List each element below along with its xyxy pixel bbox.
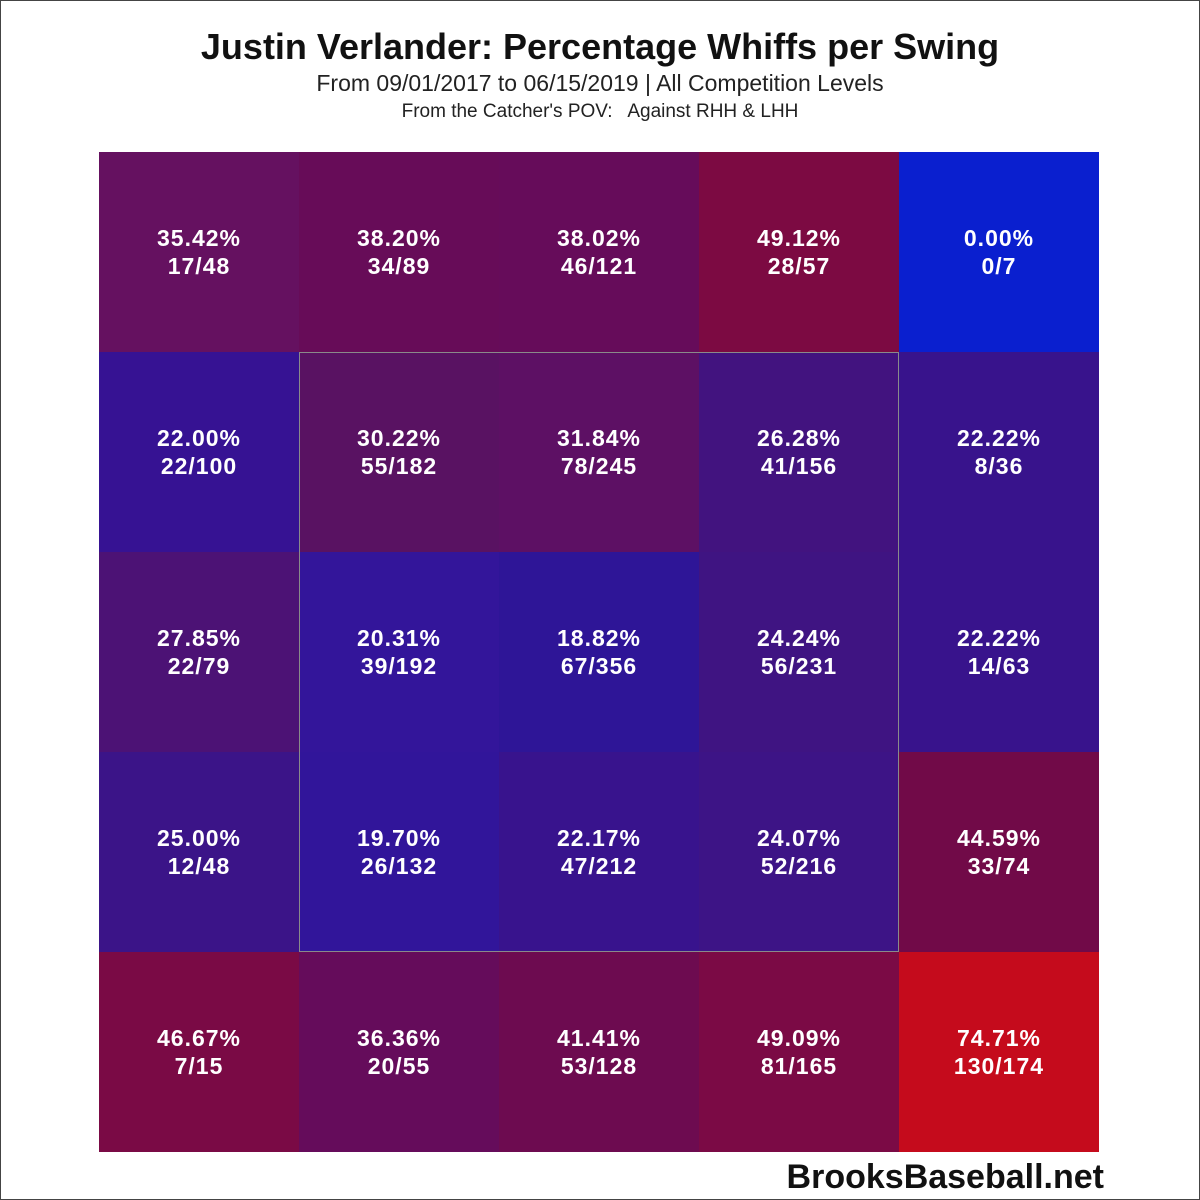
cell-percentage-label: 19.70%	[356, 825, 441, 851]
cell-percentage-label: 0.00%	[963, 225, 1035, 251]
heatmap-cell: 49.12% 28/57	[699, 152, 899, 352]
cell-count-label: 34/89	[367, 253, 431, 279]
cell-count-label: 52/216	[760, 853, 838, 879]
cell-percentage-label: 27.85%	[156, 625, 241, 651]
heatmap-cell: 26.28% 41/156	[699, 352, 899, 552]
cell-count-label: 46/121	[560, 253, 638, 279]
cell-count-label: 81/165	[760, 1053, 838, 1079]
cell-percentage-label: 31.84%	[556, 425, 641, 451]
cell-count-label: 41/156	[760, 453, 838, 479]
heatmap-cell: 30.22% 55/182	[299, 352, 499, 552]
heatmap-cell: 74.71% 130/174	[899, 952, 1099, 1152]
cell-percentage-label: 22.22%	[956, 425, 1041, 451]
cell-percentage-label: 38.02%	[556, 225, 641, 251]
heatmap-cell: 44.59% 33/74	[899, 752, 1099, 952]
cell-percentage-label: 20.31%	[356, 625, 441, 651]
cell-percentage-label: 22.17%	[556, 825, 641, 851]
cell-percentage-label: 49.09%	[756, 1025, 841, 1051]
cell-count-label: 20/55	[367, 1053, 431, 1079]
cell-percentage-label: 36.36%	[356, 1025, 441, 1051]
heatmap-cell: 22.17% 47/212	[499, 752, 699, 952]
cell-count-label: 55/182	[360, 453, 438, 479]
heatmap-cell: 0.00% 0/7	[899, 152, 1099, 352]
chart-view-note: From the Catcher's POV: Against RHH & LH…	[401, 101, 799, 122]
cell-percentage-label: 74.71%	[956, 1025, 1041, 1051]
heatmap-cell: 24.07% 52/216	[699, 752, 899, 952]
cell-count-label: 67/356	[560, 653, 638, 679]
heatmap-cell: 38.20% 34/89	[299, 152, 499, 352]
cell-percentage-label: 18.82%	[556, 625, 641, 651]
cell-percentage-label: 25.00%	[156, 825, 241, 851]
cell-count-label: 53/128	[560, 1053, 638, 1079]
heatmap-cell: 22.22% 14/63	[899, 552, 1099, 752]
heatmap-cell: 27.85% 22/79	[99, 552, 299, 752]
cell-percentage-label: 35.42%	[156, 225, 241, 251]
cell-percentage-label: 49.12%	[756, 225, 841, 251]
cell-count-label: 130/174	[953, 1053, 1045, 1079]
cell-percentage-label: 30.22%	[356, 425, 441, 451]
heatmap-cell: 49.09% 81/165	[699, 952, 899, 1152]
heatmap-cell: 46.67% 7/15	[99, 952, 299, 1152]
cell-percentage-label: 22.22%	[956, 625, 1041, 651]
cell-percentage-label: 22.00%	[156, 425, 241, 451]
cell-count-label: 78/245	[560, 453, 638, 479]
heatmap-cell: 22.22% 8/36	[899, 352, 1099, 552]
cell-percentage-label: 26.28%	[756, 425, 841, 451]
cell-count-label: 8/36	[974, 453, 1024, 479]
heatmap-cell: 18.82% 67/356	[499, 552, 699, 752]
cell-count-label: 12/48	[167, 853, 231, 879]
cell-percentage-label: 46.67%	[156, 1025, 241, 1051]
chart-subtitle: From 09/01/2017 to 06/15/2019 | All Comp…	[316, 70, 884, 96]
cell-count-label: 0/7	[981, 253, 1017, 279]
heatmap-cell: 41.41% 53/128	[499, 952, 699, 1152]
cell-count-label: 39/192	[360, 653, 438, 679]
heatmap-cell: 22.00% 22/100	[99, 352, 299, 552]
cell-percentage-label: 38.20%	[356, 225, 441, 251]
heatmap-cell: 31.84% 78/245	[499, 352, 699, 552]
heatmap-cell: 35.42% 17/48	[99, 152, 299, 352]
heatmap-cell: 38.02% 46/121	[499, 152, 699, 352]
cell-percentage-label: 24.24%	[756, 625, 841, 651]
cell-count-label: 17/48	[167, 253, 231, 279]
cell-count-label: 56/231	[760, 653, 838, 679]
cell-count-label: 22/100	[160, 453, 238, 479]
cell-percentage-label: 24.07%	[756, 825, 841, 851]
heatmap-cell: 25.00% 12/48	[99, 752, 299, 952]
cell-count-label: 14/63	[967, 653, 1031, 679]
chart-title: Justin Verlander: Percentage Whiffs per …	[200, 26, 1000, 67]
cell-count-label: 26/132	[360, 853, 438, 879]
site-watermark: BrooksBaseball.net	[786, 1158, 1104, 1196]
cell-percentage-label: 44.59%	[956, 825, 1041, 851]
cell-count-label: 47/212	[560, 853, 638, 879]
cell-count-label: 7/15	[174, 1053, 224, 1079]
heatmap-cell: 20.31% 39/192	[299, 552, 499, 752]
cell-count-label: 28/57	[767, 253, 831, 279]
heatmap-cell: 36.36% 20/55	[299, 952, 499, 1152]
cell-percentage-label: 41.41%	[556, 1025, 641, 1051]
heatmap-cell: 24.24% 56/231	[699, 552, 899, 752]
cell-count-label: 33/74	[967, 853, 1031, 879]
heatmap-cell: 19.70% 26/132	[299, 752, 499, 952]
cell-count-label: 22/79	[167, 653, 231, 679]
